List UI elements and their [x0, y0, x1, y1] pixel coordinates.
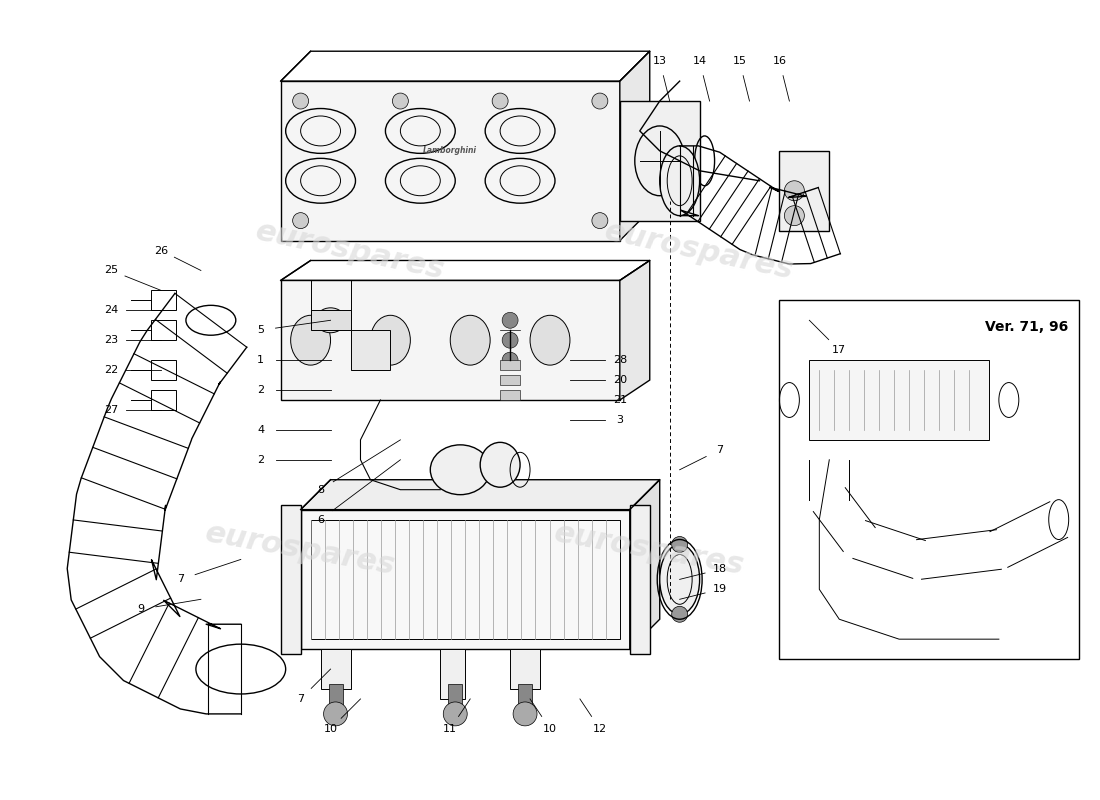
Text: 7: 7 — [177, 574, 185, 584]
Text: 10: 10 — [543, 724, 557, 734]
Bar — [510, 649, 540, 689]
Text: 13: 13 — [652, 56, 667, 66]
Circle shape — [672, 606, 688, 622]
Bar — [151, 390, 176, 410]
Text: Ver. 71, 96: Ver. 71, 96 — [986, 320, 1069, 334]
Ellipse shape — [450, 315, 491, 365]
Circle shape — [502, 352, 518, 368]
Text: 12: 12 — [593, 724, 607, 734]
Text: 2: 2 — [257, 385, 264, 395]
Text: 20: 20 — [613, 375, 627, 385]
Polygon shape — [300, 480, 660, 510]
Text: eurospares: eurospares — [204, 518, 398, 581]
Ellipse shape — [660, 146, 700, 216]
Circle shape — [784, 206, 804, 226]
Bar — [440, 649, 465, 699]
Text: 27: 27 — [104, 405, 118, 415]
Ellipse shape — [316, 308, 345, 333]
Circle shape — [592, 93, 608, 109]
Text: 3: 3 — [616, 415, 624, 425]
Bar — [810, 360, 989, 440]
Text: 18: 18 — [713, 565, 727, 574]
Text: 9: 9 — [138, 604, 144, 614]
Text: 1: 1 — [257, 355, 264, 365]
Circle shape — [293, 93, 309, 109]
Text: 6: 6 — [317, 514, 324, 525]
Circle shape — [672, 537, 688, 553]
Text: 22: 22 — [104, 365, 118, 375]
Bar — [310, 310, 351, 330]
Bar — [518, 684, 532, 709]
Ellipse shape — [481, 442, 520, 487]
Bar — [151, 290, 176, 310]
Circle shape — [492, 93, 508, 109]
Ellipse shape — [290, 315, 331, 365]
Bar — [351, 330, 390, 370]
Polygon shape — [619, 51, 650, 241]
Bar — [320, 649, 351, 689]
Bar — [280, 281, 619, 400]
Text: 15: 15 — [733, 56, 747, 66]
Circle shape — [513, 702, 537, 726]
Bar — [151, 360, 176, 380]
Bar — [780, 300, 1079, 659]
Polygon shape — [619, 261, 650, 400]
Bar — [780, 151, 829, 230]
Text: eurospares: eurospares — [603, 216, 796, 285]
Circle shape — [502, 312, 518, 328]
Text: Lamborghini: Lamborghini — [424, 146, 477, 155]
Circle shape — [502, 332, 518, 348]
Text: 8: 8 — [317, 485, 324, 494]
Text: 16: 16 — [772, 56, 786, 66]
Text: 24: 24 — [104, 306, 118, 315]
Text: 7: 7 — [297, 694, 305, 704]
Text: 21: 21 — [613, 395, 627, 405]
Text: 2: 2 — [257, 454, 264, 465]
Text: 5: 5 — [257, 326, 264, 335]
Text: 10: 10 — [323, 724, 338, 734]
Bar — [280, 81, 619, 241]
Bar — [449, 684, 462, 709]
Ellipse shape — [371, 315, 410, 365]
Text: 14: 14 — [693, 56, 706, 66]
Text: 11: 11 — [443, 724, 458, 734]
Circle shape — [293, 213, 309, 229]
Bar — [300, 510, 630, 649]
Circle shape — [393, 93, 408, 109]
Text: 28: 28 — [613, 355, 627, 365]
Text: 7: 7 — [716, 445, 723, 455]
Bar — [329, 684, 342, 709]
Text: 26: 26 — [154, 246, 168, 255]
Bar — [280, 505, 300, 654]
Text: 17: 17 — [833, 345, 846, 355]
Bar — [500, 375, 520, 385]
Bar — [500, 390, 520, 400]
Bar — [310, 519, 619, 639]
Text: eurospares: eurospares — [552, 518, 747, 581]
Bar — [151, 320, 176, 340]
Ellipse shape — [430, 445, 491, 494]
Bar — [630, 505, 650, 654]
Text: 19: 19 — [713, 584, 727, 594]
Text: 23: 23 — [104, 335, 118, 346]
Polygon shape — [630, 480, 660, 649]
Circle shape — [592, 213, 608, 229]
Bar — [500, 360, 520, 370]
Text: 25: 25 — [104, 266, 118, 275]
Text: eurospares: eurospares — [253, 216, 448, 285]
Circle shape — [323, 702, 348, 726]
Ellipse shape — [530, 315, 570, 365]
Ellipse shape — [660, 545, 700, 614]
Bar — [310, 281, 351, 320]
Circle shape — [784, 181, 804, 201]
Bar — [619, 101, 700, 221]
Text: 4: 4 — [257, 425, 264, 435]
Circle shape — [443, 702, 468, 726]
